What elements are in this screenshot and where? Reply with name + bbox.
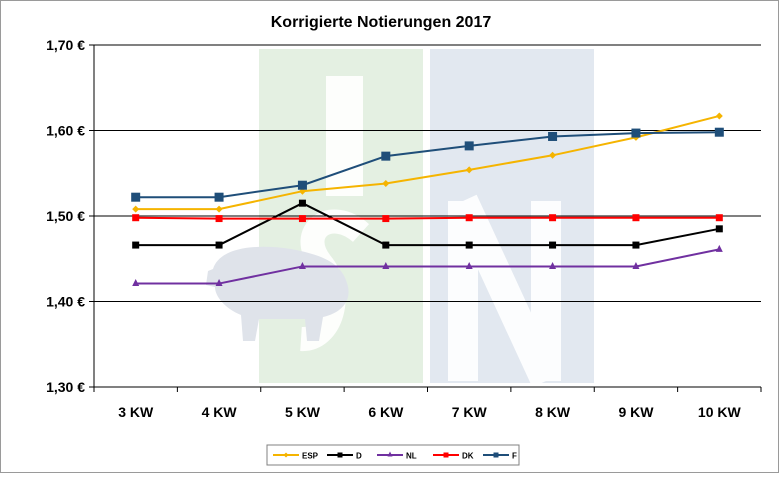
legend-item-esp: ESP [273,452,319,461]
legend-item-nl: NL [377,451,417,461]
legend-item-d: D [327,452,362,461]
legend: ESP D NL DK F [266,444,520,466]
legend-label: DK [462,452,474,461]
data-point [465,214,473,222]
data-point [382,215,390,223]
x-tick-label: 4 KW [202,404,238,420]
data-point [465,261,473,269]
data-point [549,261,557,269]
data-point [548,131,558,141]
data-point [215,215,223,223]
data-point [215,205,223,213]
data-point [632,241,640,249]
legend-label: ESP [302,452,319,461]
x-tick-label: 5 KW [285,404,321,420]
data-point [381,151,391,161]
data-point [443,452,449,458]
data-point [549,214,557,222]
data-point [298,215,306,223]
series-group [131,112,724,287]
series-line [135,131,720,199]
series-line [135,114,720,211]
legend-item-f: F [483,452,517,461]
watermark-pig-icon [206,246,349,341]
data-point [631,128,641,138]
data-point [382,261,390,269]
data-point [132,214,140,222]
series-dk [132,214,723,223]
x-axis-tick-labels: 3 KW 4 KW 5 KW 6 KW 7 KW 8 KW 9 KW 10 KW [118,404,741,420]
data-point [131,192,141,202]
data-point [214,192,224,202]
data-point [632,214,640,222]
chart-title: Korrigierte Notierungen 2017 [271,14,492,31]
data-point [714,127,724,137]
data-point [549,241,557,249]
legend-item-dk: DK [433,452,474,461]
y-axis-tick-labels: 1,30 € 1,40 € 1,50 € 1,60 € 1,70 € [46,37,85,395]
x-tick-label: 10 KW [698,404,742,420]
legend-label: D [356,452,362,461]
data-point [132,279,140,287]
data-point [465,166,473,174]
data-point [387,451,393,457]
data-point [464,141,474,151]
data-point [549,151,557,159]
data-point [215,241,223,249]
data-point [715,214,723,222]
series-line [135,248,720,285]
data-point [715,225,723,233]
data-point [298,261,306,269]
y-tick-label: 1,30 € [46,379,85,395]
x-tick-label: 9 KW [618,404,654,420]
y-tick-label: 1,70 € [46,37,85,53]
series-d [132,199,723,249]
data-point [215,279,223,287]
watermark-letter-n [448,194,561,388]
data-point [132,205,140,213]
watermark-letter-i [326,76,363,196]
data-point [382,241,390,249]
data-point [298,199,306,207]
x-tick-label: 3 KW [118,404,154,420]
data-point [297,180,307,190]
data-point [132,241,140,249]
x-tick-label: 7 KW [452,404,488,420]
data-point [632,261,640,269]
data-point [715,112,723,120]
data-point [715,244,723,252]
data-point [283,452,289,458]
axes [89,44,762,392]
x-tick-label: 6 KW [368,404,404,420]
x-tick-label: 8 KW [535,404,571,420]
legend-label: F [512,452,517,461]
data-point [493,452,499,458]
data-point [465,241,473,249]
y-tick-label: 1,60 € [46,123,85,139]
series-line [135,202,720,247]
y-tick-label: 1,50 € [46,208,85,224]
y-tick-label: 1,40 € [46,294,85,310]
series-line [135,216,720,220]
legend-label: NL [406,452,417,461]
data-point [382,180,390,188]
series-f [131,127,724,202]
series-nl [132,244,723,287]
data-point [337,452,343,458]
gridlines [94,44,761,302]
